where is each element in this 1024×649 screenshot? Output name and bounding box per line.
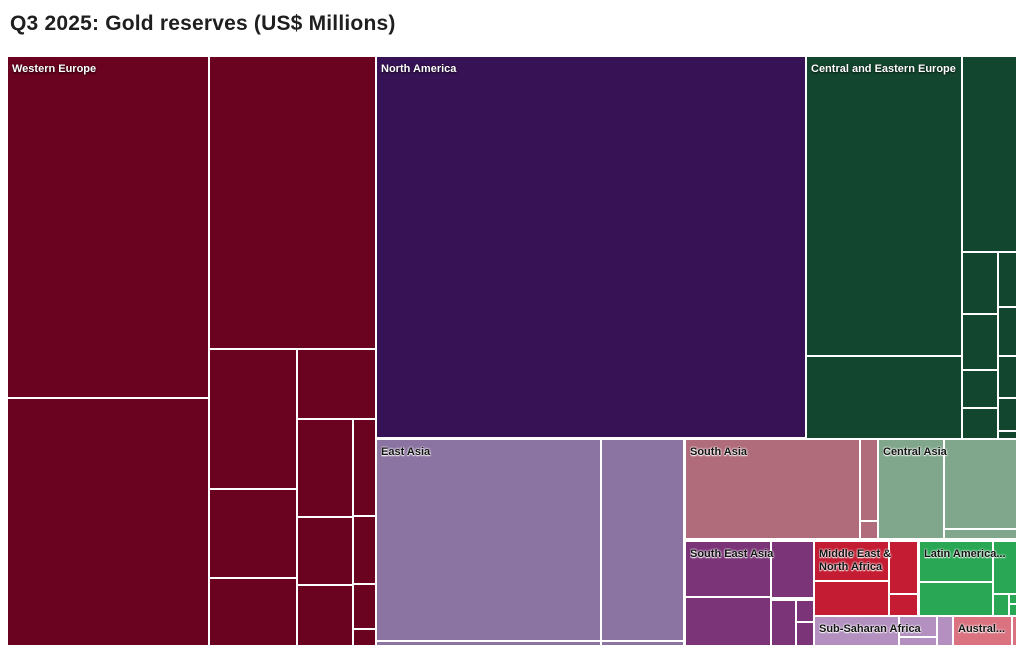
treemap-cell-central-and-eastern-europe[interactable] <box>963 371 997 407</box>
treemap-cell-sub-saharan-africa[interactable] <box>900 617 936 636</box>
treemap-cell-western-europe[interactable] <box>8 57 208 397</box>
treemap-cell-western-europe[interactable] <box>298 518 352 584</box>
treemap-cell-central-and-eastern-europe[interactable] <box>963 409 997 438</box>
treemap-cell-western-europe[interactable] <box>354 517 375 583</box>
treemap-cell-sub-saharan-africa[interactable] <box>938 617 952 645</box>
treemap-cell-east-asia[interactable] <box>602 642 683 645</box>
chart-title: Q3 2025: Gold reserves (US$ Millions) <box>10 12 396 35</box>
treemap-cell-latin-america[interactable] <box>1010 595 1016 603</box>
treemap-cell-australasia[interactable] <box>954 617 1011 645</box>
treemap-cell-central-and-eastern-europe[interactable] <box>999 308 1016 355</box>
treemap-cell-south-asia[interactable] <box>861 522 877 538</box>
treemap-cell-western-europe[interactable] <box>210 57 375 348</box>
treemap-cell-latin-america[interactable] <box>920 542 992 581</box>
treemap-cell-latin-america[interactable] <box>1010 605 1016 615</box>
treemap-cell-east-asia[interactable] <box>602 440 683 640</box>
treemap-cell-western-europe[interactable] <box>354 420 375 515</box>
treemap-cell-central-and-eastern-europe[interactable] <box>963 315 997 369</box>
treemap-cell-latin-america[interactable] <box>920 583 992 615</box>
treemap-cell-western-europe[interactable] <box>8 399 208 645</box>
treemap-cell-australasia[interactable] <box>1013 617 1016 645</box>
treemap-cell-east-asia[interactable] <box>377 440 600 640</box>
treemap-cell-south-east-asia[interactable] <box>797 623 813 645</box>
treemap-cell-western-europe[interactable] <box>298 586 352 645</box>
treemap-cell-central-asia[interactable] <box>879 440 943 538</box>
treemap-cell-western-europe[interactable] <box>354 585 375 628</box>
treemap-cell-western-europe[interactable] <box>210 490 296 577</box>
treemap-cell-central-asia[interactable] <box>945 530 1016 538</box>
treemap-cell-middle-east-and-north-africa[interactable] <box>815 542 888 580</box>
treemap-cell-sub-saharan-africa[interactable] <box>815 617 898 645</box>
treemap-cell-western-europe[interactable] <box>298 350 375 418</box>
treemap-cell-central-and-eastern-europe[interactable] <box>999 253 1016 306</box>
treemap-cell-western-europe[interactable] <box>354 630 375 645</box>
treemap-cell-central-and-eastern-europe[interactable] <box>999 357 1016 397</box>
treemap-cell-middle-east-and-north-africa[interactable] <box>890 595 917 615</box>
treemap-cell-western-europe[interactable] <box>298 420 352 516</box>
treemap-cell-south-east-asia[interactable] <box>797 601 813 621</box>
treemap-cell-western-europe[interactable] <box>210 350 296 488</box>
treemap-cell-central-and-eastern-europe[interactable] <box>963 253 997 313</box>
treemap-cell-south-east-asia[interactable] <box>772 542 813 597</box>
treemap-cell-south-asia[interactable] <box>861 440 877 520</box>
treemap-cell-south-east-asia[interactable] <box>772 601 795 645</box>
treemap-cell-central-and-eastern-europe[interactable] <box>807 357 961 438</box>
treemap-cell-latin-america[interactable] <box>994 595 1008 615</box>
treemap-cell-south-asia[interactable] <box>686 440 859 538</box>
treemap-cell-east-asia[interactable] <box>377 642 600 645</box>
treemap-cell-latin-america[interactable] <box>994 542 1016 593</box>
treemap-cell-south-east-asia[interactable] <box>686 598 770 645</box>
treemap-cell-central-and-eastern-europe[interactable] <box>999 399 1016 430</box>
treemap-cell-central-and-eastern-europe[interactable] <box>807 57 961 355</box>
treemap-cell-central-asia[interactable] <box>945 440 1016 528</box>
treemap-cell-central-and-eastern-europe[interactable] <box>999 432 1016 438</box>
treemap-cell-middle-east-and-north-africa[interactable] <box>815 582 888 615</box>
treemap-cell-north-america[interactable] <box>377 57 805 437</box>
treemap-cell-sub-saharan-africa[interactable] <box>900 638 936 645</box>
treemap-cell-central-and-eastern-europe[interactable] <box>963 57 1016 251</box>
treemap-cell-western-europe[interactable] <box>210 579 296 645</box>
treemap-cell-middle-east-and-north-africa[interactable] <box>890 542 917 593</box>
treemap-cell-south-east-asia[interactable] <box>686 542 770 596</box>
